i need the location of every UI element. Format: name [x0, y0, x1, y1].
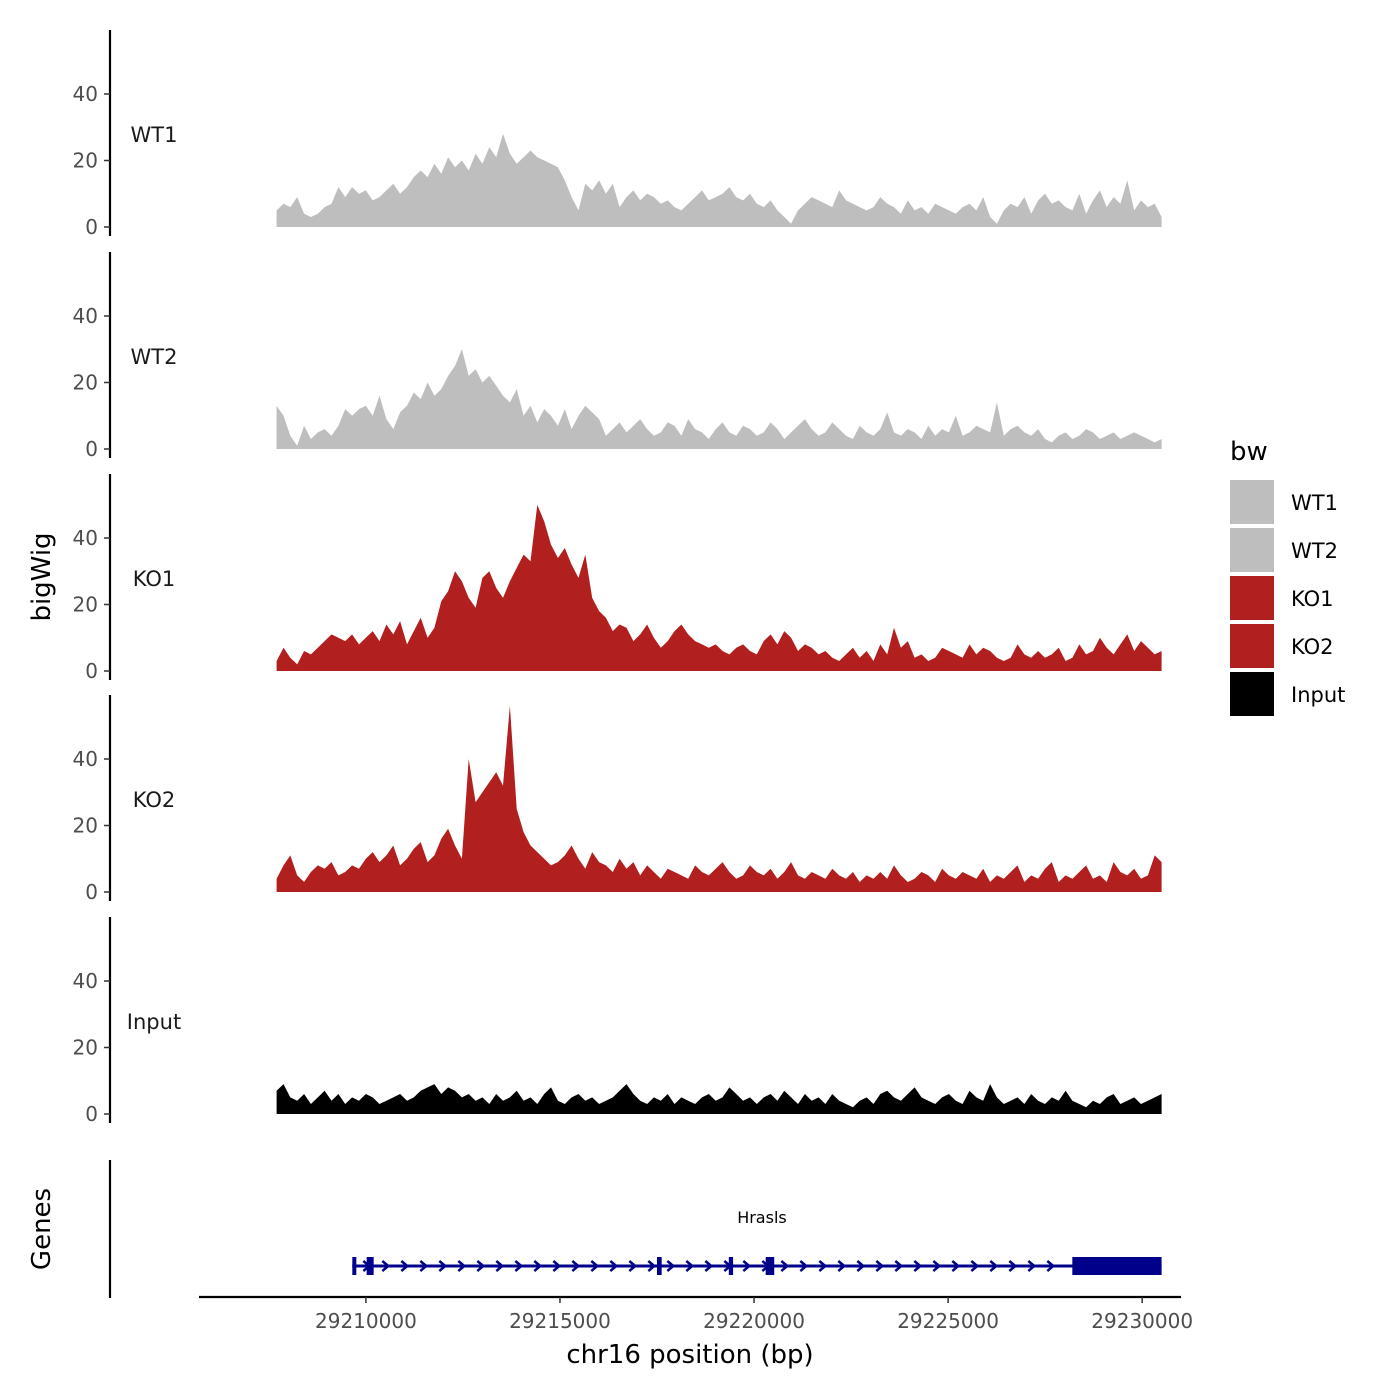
strand-arrow [742, 1260, 752, 1272]
strand-arrow [913, 1260, 923, 1272]
x-tick-label: 29230000 [1091, 1309, 1193, 1333]
strand-arrow [1046, 1260, 1056, 1272]
track-label-KO1: KO1 [133, 567, 176, 591]
legend-label-Input: Input [1291, 683, 1345, 707]
y-tick-label: 40 [73, 747, 98, 771]
strand-arrow [666, 1260, 676, 1272]
strand-arrow [400, 1260, 410, 1272]
y-tick-label: 20 [73, 593, 98, 617]
track-Input: 0 20 40 Input [73, 917, 1162, 1126]
legend-label-WT2: WT2 [1291, 539, 1338, 563]
strand-arrow [818, 1260, 828, 1272]
strand-arrow [628, 1260, 638, 1272]
strand-arrow [514, 1260, 524, 1272]
y-tick-label: 0 [85, 880, 98, 904]
track-KO1: 0 20 40 KO1 [73, 474, 1162, 683]
strand-arrow [1027, 1260, 1037, 1272]
coverage-area-WT2 [276, 349, 1162, 449]
strand-arrow [381, 1260, 391, 1272]
y-tick-label: 40 [73, 969, 98, 993]
x-tick-label: 29210000 [315, 1309, 417, 1333]
strand-arrow [856, 1260, 866, 1272]
legend-title: bw [1230, 437, 1268, 467]
legend-swatch-KO2 [1230, 624, 1274, 668]
strand-arrow [495, 1260, 505, 1272]
x-tick-label: 29215000 [509, 1309, 611, 1333]
strand-arrow [951, 1260, 961, 1272]
strand-arrow [457, 1260, 467, 1272]
x-axis: 29210000 29215000 29220000 29225000 29230000 [199, 1295, 1193, 1333]
y-tick-label: 20 [73, 1036, 98, 1060]
x-axis-title: chr16 position (bp) [566, 1340, 813, 1370]
y-axis-title: bigWig [27, 532, 57, 621]
y-tick-label: 0 [85, 437, 98, 461]
track-label-WT1: WT1 [131, 123, 178, 147]
strand-arrow [989, 1260, 999, 1272]
legend-swatch-WT1 [1230, 480, 1274, 524]
gene-exon [728, 1257, 734, 1275]
track-WT2: 0 20 40 WT2 [73, 252, 1162, 461]
x-tick-label: 29220000 [703, 1309, 805, 1333]
track-label-KO2: KO2 [133, 788, 176, 812]
y-tick-label: 20 [73, 814, 98, 838]
y-tick-label: 20 [73, 371, 98, 395]
track-label-WT2: WT2 [131, 345, 178, 369]
legend-label-KO1: KO1 [1291, 587, 1334, 611]
genes-axis-title: Genes [27, 1188, 57, 1270]
legend-label-KO2: KO2 [1291, 635, 1334, 659]
legend-swatch-Input [1230, 672, 1274, 716]
strand-arrow [419, 1260, 429, 1272]
y-tick-label: 20 [73, 149, 98, 173]
strand-arrow [704, 1260, 714, 1272]
y-tick-label: 0 [85, 1102, 98, 1126]
strand-arrow [837, 1260, 847, 1272]
gene-exon [352, 1257, 357, 1275]
strand-arrow [647, 1260, 657, 1272]
y-tick-label: 0 [85, 659, 98, 683]
strand-arrow [799, 1260, 809, 1272]
track-panels: 0 20 40 WT1 0 20 40 WT2 0 20 40 KO1 0 20 40 KO2 0 20 40 Inp… [73, 30, 1162, 1126]
legend-swatch-KO1 [1230, 576, 1274, 620]
strand-arrow [476, 1260, 486, 1272]
track-KO2: 0 20 40 KO2 [73, 695, 1162, 904]
gene-name-label: Hrasls [737, 1208, 787, 1227]
gene-exon [1072, 1257, 1162, 1275]
legend: bw WT1 WT2 KO1 KO2 Input [1230, 437, 1345, 716]
y-tick-label: 40 [73, 304, 98, 328]
strand-arrow [552, 1260, 562, 1272]
strand-arrow [932, 1260, 942, 1272]
strand-arrow [571, 1260, 581, 1272]
x-tick-label: 29225000 [897, 1309, 999, 1333]
strand-arrow [685, 1260, 695, 1272]
y-tick-label: 0 [85, 215, 98, 239]
strand-arrow [609, 1260, 619, 1272]
strand-arrow [533, 1260, 543, 1272]
gene-exon [657, 1257, 662, 1275]
gene-exon [366, 1257, 374, 1275]
strand-arrow [780, 1260, 790, 1272]
coverage-area-Input [276, 1084, 1162, 1114]
track-label-Input: Input [127, 1010, 181, 1034]
strand-arrow [590, 1260, 600, 1272]
y-tick-label: 40 [73, 526, 98, 550]
gene-exon [765, 1257, 775, 1275]
strand-arrow [438, 1260, 448, 1272]
strand-arrow [894, 1260, 904, 1272]
strand-arrow [1008, 1260, 1018, 1272]
legend-swatch-WT2 [1230, 528, 1274, 572]
coverage-area-KO2 [276, 705, 1162, 892]
legend-label-WT1: WT1 [1291, 491, 1338, 515]
y-tick-label: 40 [73, 82, 98, 106]
coverage-area-WT1 [276, 133, 1162, 227]
track-WT1: 0 20 40 WT1 [73, 30, 1162, 239]
strand-arrow [970, 1260, 980, 1272]
coverage-area-KO1 [276, 504, 1162, 671]
strand-arrow [875, 1260, 885, 1272]
genes-track: Hrasls [108, 1160, 1162, 1298]
